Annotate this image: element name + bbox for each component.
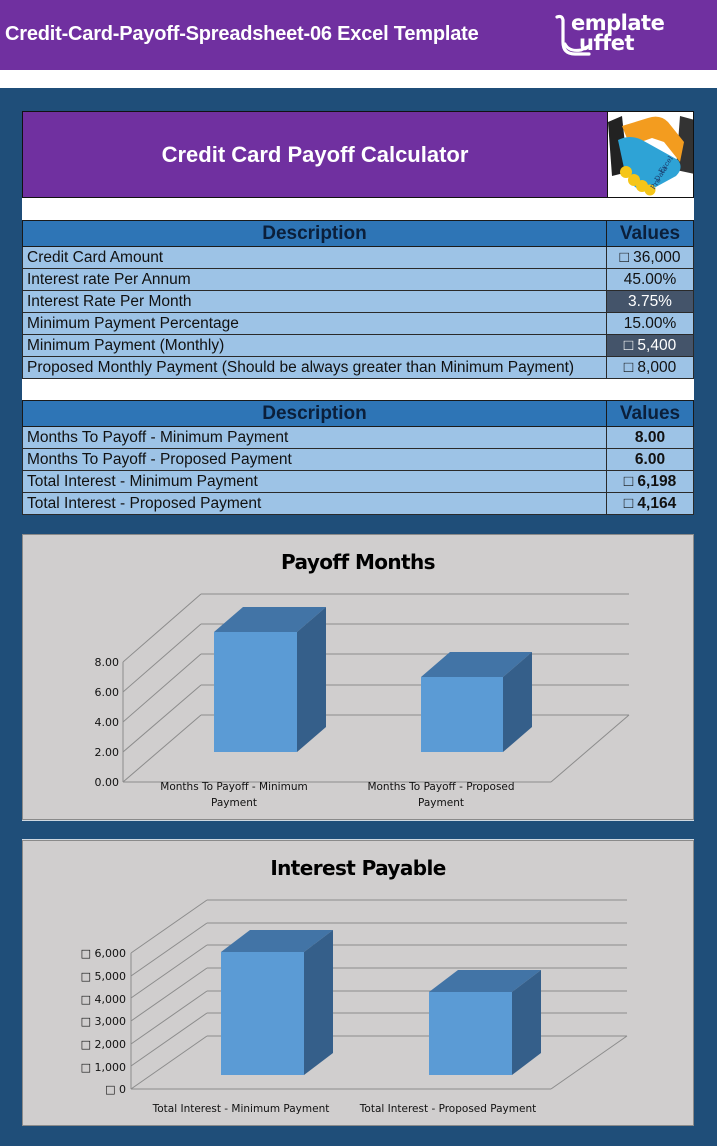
results-table-header: Description Values: [22, 400, 694, 427]
inputs-table-header: Description Values: [22, 220, 694, 247]
chart-title: Interest Payable: [270, 856, 446, 880]
chart-separator-band: [22, 820, 694, 840]
svg-text:Total Interest - Proposed Paym: Total Interest - Proposed Payment: [359, 1103, 536, 1115]
credit-card-amount-input[interactable]: □ 36,000: [606, 246, 694, 269]
payoff-months-plot: 0.00 2.00 4.00 6.00 8.00 Months To Payof…: [95, 593, 630, 809]
calculator-title: Credit Card Payoff Calculator: [161, 141, 469, 167]
row-label: Months To Payoff - Proposed Payment: [22, 448, 607, 471]
svg-text:Total Interest - Minimum Payme: Total Interest - Minimum Payment: [152, 1103, 330, 1115]
payoff-months-chart[interactable]: Payoff Months 0.00 2.00 4.00 6.00 8.00: [22, 534, 694, 820]
inputs-table: Description Values Credit Card Amount □ …: [22, 220, 694, 379]
svg-text:6.00: 6.00: [95, 686, 120, 699]
interest-payable-chart[interactable]: Interest Payable □ 0 □ 1,000 □ 2,000 □ 3…: [22, 840, 694, 1126]
svg-text:□ 3,000: □ 3,000: [81, 1015, 126, 1028]
bar-interest-min[interactable]: [221, 930, 333, 1075]
svg-text:4.00: 4.00: [95, 716, 120, 729]
table-row: Total Interest - Proposed Payment □ 4,16…: [22, 492, 694, 515]
table-row: Minimum Payment (Monthly) □ 5,400: [22, 334, 694, 357]
table-row: Interest rate Per Annum 45.00%: [22, 268, 694, 291]
svg-text:□ 0: □ 0: [105, 1083, 126, 1096]
brand-line-1: emplate: [571, 11, 665, 35]
row-label: Interest Rate Per Month: [22, 290, 607, 313]
interest-rate-annum-input[interactable]: 45.00%: [606, 268, 694, 291]
top-header-bar: Credit-Card-Payoff-Spreadsheet-06 Excel …: [0, 0, 717, 70]
table-row: Interest Rate Per Month 3.75%: [22, 290, 694, 313]
interest-payable-plot: □ 0 □ 1,000 □ 2,000 □ 3,000 □ 4,000 □ 5,…: [81, 899, 628, 1115]
results-table: Description Values Months To Payoff - Mi…: [22, 400, 694, 515]
calculator-title-box: Credit Card Payoff Calculator: [22, 111, 607, 198]
description-header: Description: [22, 220, 607, 247]
description-header: Description: [22, 400, 607, 427]
svg-text:□ 4,000: □ 4,000: [81, 993, 126, 1006]
row-label: Minimum Payment Percentage: [22, 312, 607, 335]
ladle-t-b-logo-icon: [555, 14, 591, 56]
months-min-payment-value: 8.00: [606, 426, 694, 449]
values-header: Values: [606, 400, 694, 427]
svg-text:Payment: Payment: [211, 797, 257, 809]
template-title: Credit-Card-Payoff-Spreadsheet-06 Excel …: [5, 23, 479, 45]
svg-text:Months To Payoff - Proposed: Months To Payoff - Proposed: [367, 781, 514, 793]
svg-text:□ 5,000: □ 5,000: [81, 970, 126, 983]
bar-months-proposed[interactable]: [421, 652, 532, 752]
table-row: Months To Payoff - Proposed Payment 6.00: [22, 448, 694, 471]
svg-text:□ 6,000: □ 6,000: [81, 947, 126, 960]
proposed-monthly-payment-input[interactable]: □ 8,000: [606, 356, 694, 379]
min-payment-monthly-value: □ 5,400: [606, 334, 694, 357]
template-buffet-logo[interactable]: emplate uffet: [553, 12, 683, 57]
min-payment-percentage-input[interactable]: 15.00%: [606, 312, 694, 335]
table-row: Total Interest - Minimum Payment □ 6,198: [22, 470, 694, 493]
values-header: Values: [606, 220, 694, 247]
svg-text:Payment: Payment: [418, 797, 464, 809]
row-label: Total Interest - Proposed Payment: [22, 492, 607, 515]
row-label: Total Interest - Minimum Payment: [22, 470, 607, 493]
table-row: Months To Payoff - Minimum Payment 8.00: [22, 426, 694, 449]
svg-text:Months To Payoff - Minimum: Months To Payoff - Minimum: [160, 781, 307, 793]
row-label: Months To Payoff - Minimum Payment: [22, 426, 607, 449]
table-row: Minimum Payment Percentage 15.00%: [22, 312, 694, 335]
table-row: Proposed Monthly Payment (Should be alwa…: [22, 356, 694, 379]
table-row: Credit Card Amount □ 36,000: [22, 246, 694, 269]
bar-interest-proposed[interactable]: [429, 970, 541, 1075]
svg-text:□ 1,000: □ 1,000: [81, 1061, 126, 1074]
svg-text:0.00: 0.00: [95, 776, 120, 789]
row-label: Interest rate Per Annum: [22, 268, 607, 291]
row-label: Proposed Monthly Payment (Should be alwa…: [22, 356, 607, 379]
months-proposed-payment-value: 6.00: [606, 448, 694, 471]
interest-proposed-payment-value: □ 4,164: [606, 492, 694, 515]
bar-months-min[interactable]: [214, 607, 326, 752]
excel-data-pro-logo: Excel Data Pro: [607, 111, 694, 198]
svg-text:8.00: 8.00: [95, 656, 120, 669]
svg-text:2.00: 2.00: [95, 746, 120, 759]
interest-min-payment-value: □ 6,198: [606, 470, 694, 493]
handshake-logo-icon: Excel Data Pro: [608, 116, 693, 196]
row-label: Minimum Payment (Monthly): [22, 334, 607, 357]
svg-text:□ 2,000: □ 2,000: [81, 1038, 126, 1051]
brand-line-2: uffet: [579, 31, 635, 55]
chart-title: Payoff Months: [281, 550, 436, 574]
interest-rate-month-value: 3.75%: [606, 290, 694, 313]
row-label: Credit Card Amount: [22, 246, 607, 269]
